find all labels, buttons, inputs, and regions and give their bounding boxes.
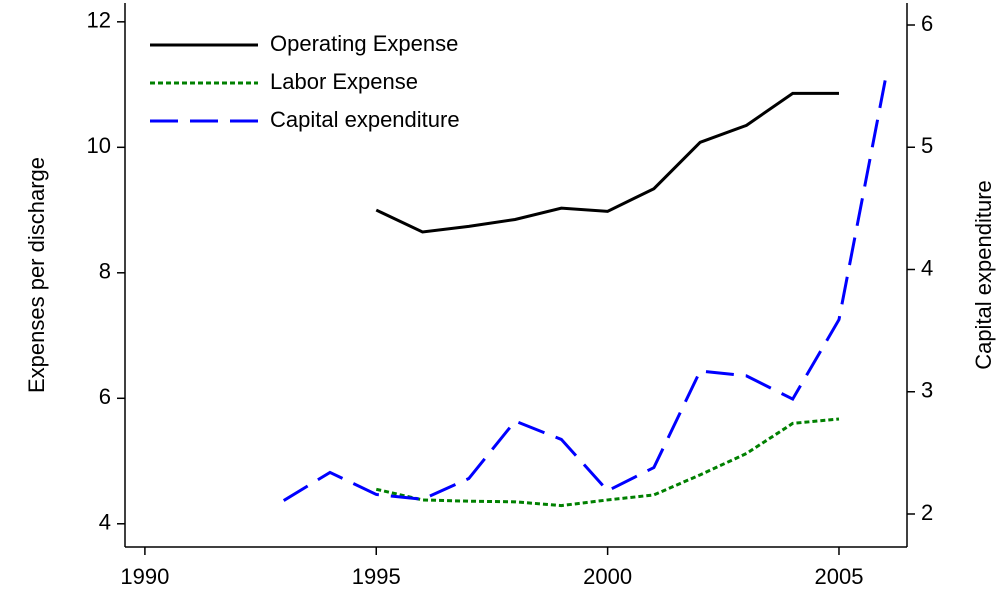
y2-axis-label: Capital expenditure <box>971 180 996 370</box>
y-tick-label: 8 <box>99 259 111 284</box>
x-tick-label: 1990 <box>120 564 169 589</box>
y-tick-label: 10 <box>87 133 111 158</box>
y2-tick-label: 6 <box>921 11 933 36</box>
x-tick-label: 1995 <box>352 564 401 589</box>
series-line <box>375 417 840 508</box>
series-line <box>375 91 839 234</box>
legend-label: Labor Expense <box>270 69 418 94</box>
y2-tick-label: 2 <box>921 500 933 525</box>
y-tick-label: 4 <box>99 510 111 535</box>
x-tick-label: 2000 <box>583 564 632 589</box>
x-tick-label: 2005 <box>815 564 864 589</box>
y-axis-label: Expenses per discharge <box>24 157 49 393</box>
y2-tick-label: 3 <box>921 378 933 403</box>
legend-label: Operating Expense <box>270 31 458 56</box>
series-line <box>282 79 887 502</box>
legend-label: Capital expenditure <box>270 107 460 132</box>
y-tick-label: 6 <box>99 384 111 409</box>
y2-tick-label: 5 <box>921 133 933 158</box>
y-tick-label: 12 <box>87 8 111 33</box>
y2-tick-label: 4 <box>921 255 933 280</box>
